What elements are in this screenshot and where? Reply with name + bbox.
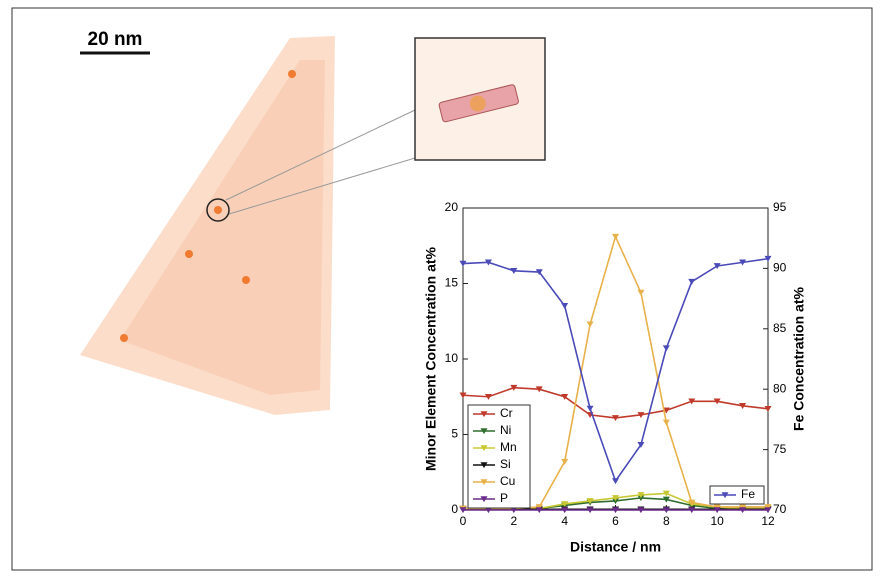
marker [637, 507, 645, 514]
marker [459, 260, 467, 267]
legend-marker [480, 428, 488, 435]
marker [713, 504, 721, 511]
marker [637, 441, 645, 448]
marker [561, 393, 569, 400]
legend-marker [480, 479, 488, 486]
x-tick-label: 12 [761, 514, 775, 528]
marker [662, 490, 670, 497]
x-tick-label: 4 [561, 514, 568, 528]
marker [535, 386, 543, 393]
marker [612, 507, 619, 514]
x-tick-label: 10 [710, 514, 724, 528]
marker [688, 278, 696, 285]
marker [484, 393, 492, 400]
marker [688, 398, 696, 405]
marker [739, 403, 747, 409]
marker [637, 412, 645, 419]
marker [713, 398, 721, 405]
marker [586, 507, 594, 514]
chart: 0 2 4 6 8 10 12 0 5 10 15 20 70 75 80 85 90 95 Distance / … [423, 200, 807, 555]
marker [662, 345, 670, 352]
marker [662, 496, 670, 503]
y2-tick-label: 80 [773, 381, 787, 395]
tomography-image [80, 36, 546, 415]
marker [637, 492, 645, 499]
y2-tick-label: 75 [773, 442, 787, 456]
legend-label: Si [500, 457, 511, 471]
y2-axis-label: Fe Concentration at% [791, 286, 807, 430]
frame [11, 7, 873, 571]
marker [510, 268, 518, 274]
legend-label: Mn [500, 440, 517, 454]
y-tick-label: 0 [451, 502, 458, 516]
marker [510, 384, 518, 391]
scale-bar-label: 20 nm [88, 29, 143, 50]
marker [662, 419, 670, 426]
marker [764, 255, 772, 262]
marker [484, 259, 492, 266]
legend-label: Cr [500, 406, 513, 420]
marker [535, 504, 543, 511]
y-tick-label: 15 [445, 276, 459, 290]
y2-tick-label: 90 [773, 261, 787, 275]
marker [739, 504, 747, 511]
y-tick-label: 10 [445, 351, 459, 365]
marker [637, 289, 645, 296]
marker [688, 507, 696, 514]
marker [510, 507, 518, 514]
legend-marker [480, 411, 488, 418]
marker [535, 269, 543, 276]
legend-label: Cu [500, 474, 515, 488]
marker [764, 504, 772, 511]
y2-tick-label: 70 [773, 502, 787, 516]
marker [586, 321, 594, 328]
legend-label: Fe [741, 487, 755, 501]
y2-tick-label: 95 [773, 200, 787, 214]
marker [713, 263, 721, 270]
y-tick-label: 5 [451, 427, 458, 441]
marker [662, 507, 670, 514]
marker [561, 501, 569, 508]
y-tick-label: 20 [445, 200, 459, 214]
x-tick-label: 2 [510, 514, 517, 528]
legend-marker [480, 462, 488, 469]
y2-tick-label: 85 [773, 321, 787, 335]
legend [709, 485, 765, 505]
marker [764, 507, 772, 514]
marker [561, 303, 569, 309]
marker [612, 478, 619, 485]
marker [637, 495, 645, 502]
marker [561, 458, 569, 465]
x-tick-label: 8 [663, 514, 670, 528]
marker [764, 406, 772, 412]
marker [739, 507, 747, 514]
legend-label: Ni [500, 423, 511, 437]
marker [459, 392, 467, 399]
legend-label: P [500, 491, 508, 505]
legend-marker [480, 445, 488, 452]
marker [662, 407, 670, 414]
legend-marker [480, 496, 488, 503]
marker [612, 495, 619, 502]
x-tick-label: 0 [460, 514, 467, 528]
marker [612, 233, 619, 240]
marker [586, 498, 594, 505]
marker [612, 498, 619, 505]
legend [467, 404, 531, 509]
marker [739, 259, 747, 266]
marker [561, 507, 569, 514]
legend-marker [721, 492, 729, 499]
x-tick-label: 6 [612, 514, 619, 528]
marker [612, 415, 619, 422]
y-axis-label: Minor Element Concentration at% [423, 246, 439, 471]
marker [586, 405, 594, 412]
marker [688, 499, 696, 506]
marker [535, 507, 543, 514]
x-axis-label: Distance / nm [570, 539, 661, 555]
marker [713, 507, 721, 514]
marker [484, 507, 492, 514]
marker [459, 507, 467, 514]
